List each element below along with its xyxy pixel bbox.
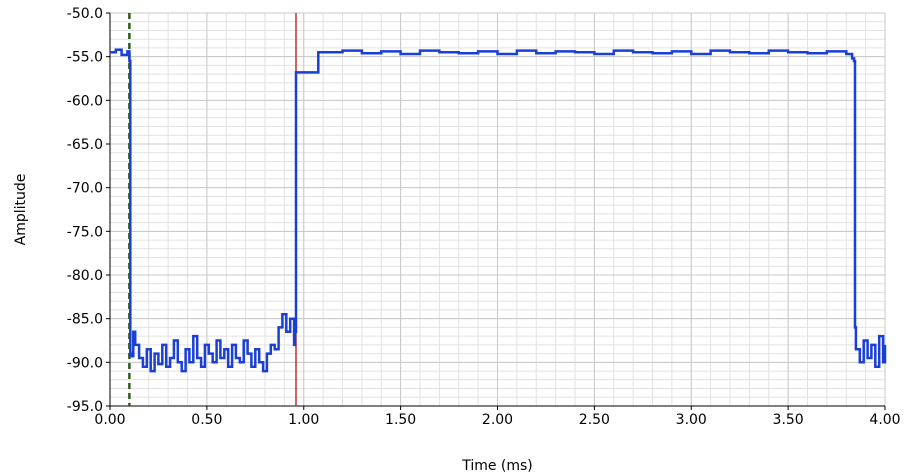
y-tick-label: -60.0	[67, 93, 103, 109]
x-tick-label: 2.00	[482, 412, 513, 428]
x-tick-label: 4.00	[869, 412, 900, 428]
series-line	[110, 48, 887, 373]
x-tick-label: 1.50	[385, 412, 416, 428]
y-tick-label: -75.0	[67, 224, 103, 240]
y-tick-labels: -50.0 -55.0 -60.0 -65.0 -70.0 -75.0 -80.0 -85.0…	[67, 6, 103, 415]
y-tick-label: -65.0	[67, 137, 103, 153]
y-tick-label: -80.0	[67, 268, 103, 284]
y-tick-label: -50.0	[67, 6, 103, 22]
x-tick-label: 0.00	[94, 412, 125, 428]
y-tick-label: -55.0	[67, 50, 103, 66]
x-tick-label: 0.50	[191, 412, 222, 428]
x-tick-label: 3.00	[676, 412, 707, 428]
y-tick-label: -85.0	[67, 312, 103, 328]
x-tick-label: 2.50	[579, 412, 610, 428]
y-tick-label: -95.0	[67, 399, 103, 415]
y-tick-label: -90.0	[67, 355, 103, 371]
x-tick-labels: 0.00 0.50 1.00 1.50 2.00 2.50 3.00 3.50 4.00	[94, 412, 900, 428]
major-grid	[106, 12, 886, 410]
x-axis-label: Time (ms)	[461, 458, 533, 474]
x-tick-label: 1.00	[288, 412, 319, 428]
x-tick-label: 3.50	[773, 412, 804, 428]
y-axis-label: Amplitude	[13, 174, 29, 246]
y-tick-label: -70.0	[67, 181, 103, 197]
